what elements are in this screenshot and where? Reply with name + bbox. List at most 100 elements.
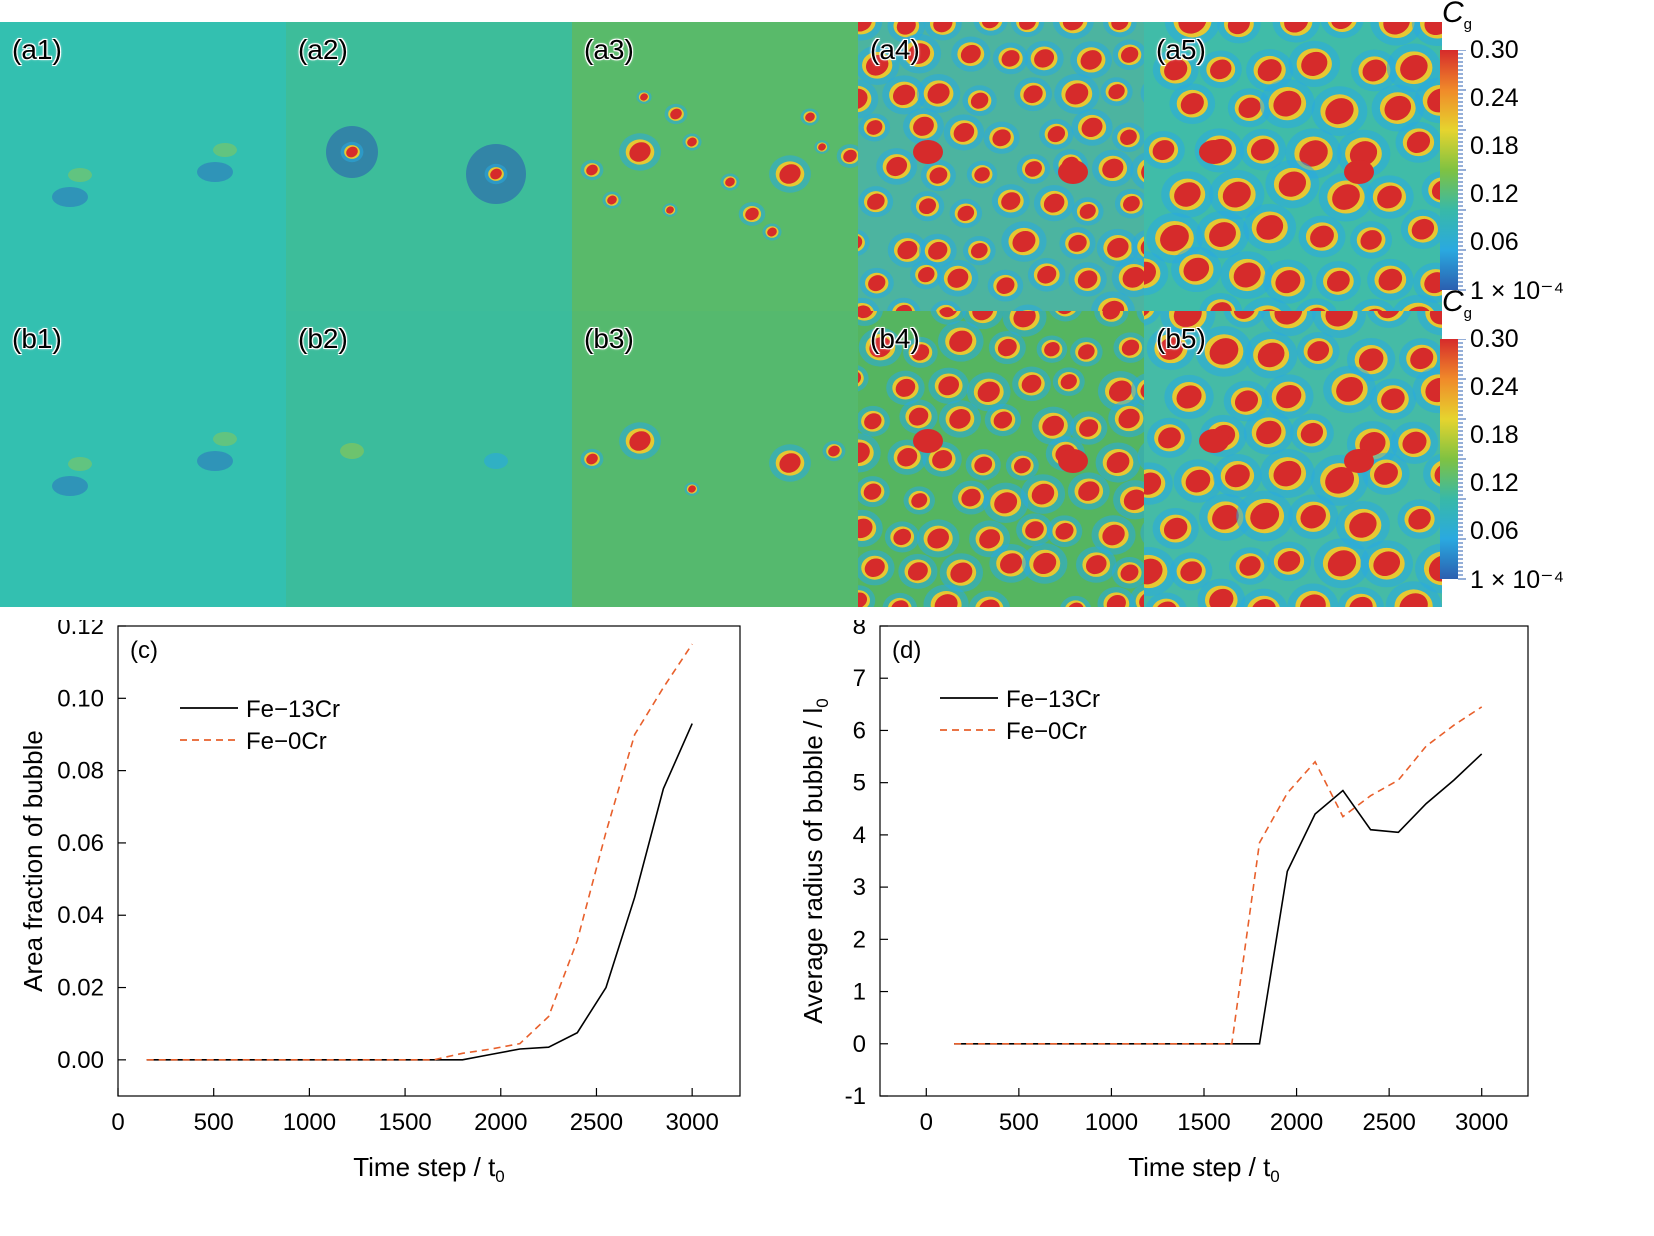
bubble (1314, 538, 1370, 589)
bubble (1386, 43, 1441, 92)
bubble (887, 232, 928, 268)
bubble (920, 159, 956, 192)
colorbar-tick-label: 0.06 (1470, 228, 1519, 256)
bubble (858, 585, 876, 607)
x-axis-label: Time step / t0 (353, 1152, 505, 1186)
bubble (1039, 118, 1074, 150)
bubble (989, 544, 1033, 583)
line-charts: 0 500 1000 1500 2000 2500 30000.000.020.040.06… (18, 620, 1529, 1186)
bubble (1266, 541, 1312, 582)
bubble (1033, 185, 1075, 222)
bubble (896, 33, 942, 74)
y-tick-label: 0.08 (57, 758, 104, 785)
bubble (1111, 122, 1145, 153)
x-tick-label: 500 (999, 1109, 1039, 1136)
bubble (1114, 188, 1148, 219)
bubble (1068, 262, 1107, 297)
bubble (1367, 258, 1414, 301)
y-tick-label: 0.02 (57, 975, 104, 1002)
bubble (1397, 499, 1442, 539)
bubble (1395, 121, 1442, 163)
concentration-field (0, 22, 298, 318)
map-panel-a4: (a4) (858, 22, 1156, 318)
colorbar-tick-label: 0.18 (1470, 421, 1519, 449)
y-axis-label: Average radius of bubble / l0 (798, 698, 832, 1024)
colorbar-gradient (1440, 50, 1466, 291)
map-panel-b4: (b4) (858, 311, 1156, 607)
bubble (859, 267, 894, 299)
y-tick-label: 7 (853, 665, 866, 692)
bubble (1075, 546, 1117, 583)
bubble (937, 259, 979, 297)
bubble (1288, 40, 1341, 88)
bubble (1002, 311, 1047, 337)
bubble (1263, 374, 1314, 419)
y-tick-label: 3 (853, 874, 866, 901)
chart-panel-label: (c) (130, 637, 158, 664)
bubble (1100, 77, 1133, 106)
bubble (1351, 49, 1398, 92)
bubble (916, 519, 960, 558)
bubble (619, 422, 661, 460)
bubble (1417, 311, 1442, 336)
bubble (1036, 335, 1068, 363)
map-panel-a5: (a5) (1144, 22, 1442, 318)
legend-label: Fe−13Cr (246, 696, 340, 723)
bubble (1229, 547, 1271, 585)
colorbar-tick-label: 0.06 (1470, 517, 1519, 545)
bubble (1320, 22, 1364, 39)
legend-label: Fe−0Cr (246, 728, 327, 755)
bubble (682, 133, 702, 151)
bubble (858, 327, 903, 367)
bubble (1239, 588, 1288, 607)
panel-label: (b4) (870, 323, 920, 354)
bubble (858, 405, 890, 437)
panel-label: (a3) (584, 34, 634, 65)
bubble (1071, 108, 1113, 146)
bubble (1169, 552, 1213, 591)
map-panel-b1: (b1) (0, 311, 298, 607)
bubble (1236, 490, 1294, 542)
bubble (1362, 452, 1410, 495)
bubble (1046, 515, 1083, 548)
bubble (1054, 73, 1100, 115)
bubble (910, 191, 945, 222)
bubble (1144, 311, 1161, 326)
bubble (916, 74, 961, 113)
bubble (903, 107, 944, 145)
y-tick-label: 8 (853, 620, 866, 640)
bubble (858, 550, 895, 586)
bubble (1369, 378, 1417, 421)
bubble (1243, 410, 1294, 455)
bubble (1147, 417, 1192, 458)
bubble (1145, 592, 1187, 607)
bubble (1370, 22, 1423, 46)
y-tick-label: 0.00 (57, 1047, 104, 1074)
x-tick-label: 1000 (1085, 1109, 1138, 1136)
x-tick-label: 1500 (1177, 1109, 1230, 1136)
bubble (987, 269, 1024, 302)
bubble (1421, 171, 1442, 209)
bubble (1144, 251, 1169, 296)
series-line-fe13cr (146, 723, 693, 1061)
bubble (1265, 160, 1320, 209)
bubble (636, 90, 652, 104)
bubble (1067, 472, 1110, 510)
bubble (1010, 22, 1045, 37)
bubble (1097, 586, 1136, 607)
y-tick-label: 0.12 (57, 620, 104, 640)
bubble (1415, 543, 1442, 594)
bubble (922, 441, 962, 477)
bubble (1311, 86, 1368, 137)
bubble (1350, 221, 1393, 259)
colorbar-gradient (1440, 339, 1466, 580)
bubble (1146, 326, 1196, 371)
y-tick-label: 4 (853, 822, 866, 849)
concentration-field (858, 22, 1156, 318)
bubble (1020, 474, 1066, 514)
bubble (1152, 49, 1199, 91)
bubble (951, 36, 991, 72)
bubble (1199, 493, 1252, 541)
bubble (1412, 366, 1442, 414)
bubble (762, 223, 782, 241)
